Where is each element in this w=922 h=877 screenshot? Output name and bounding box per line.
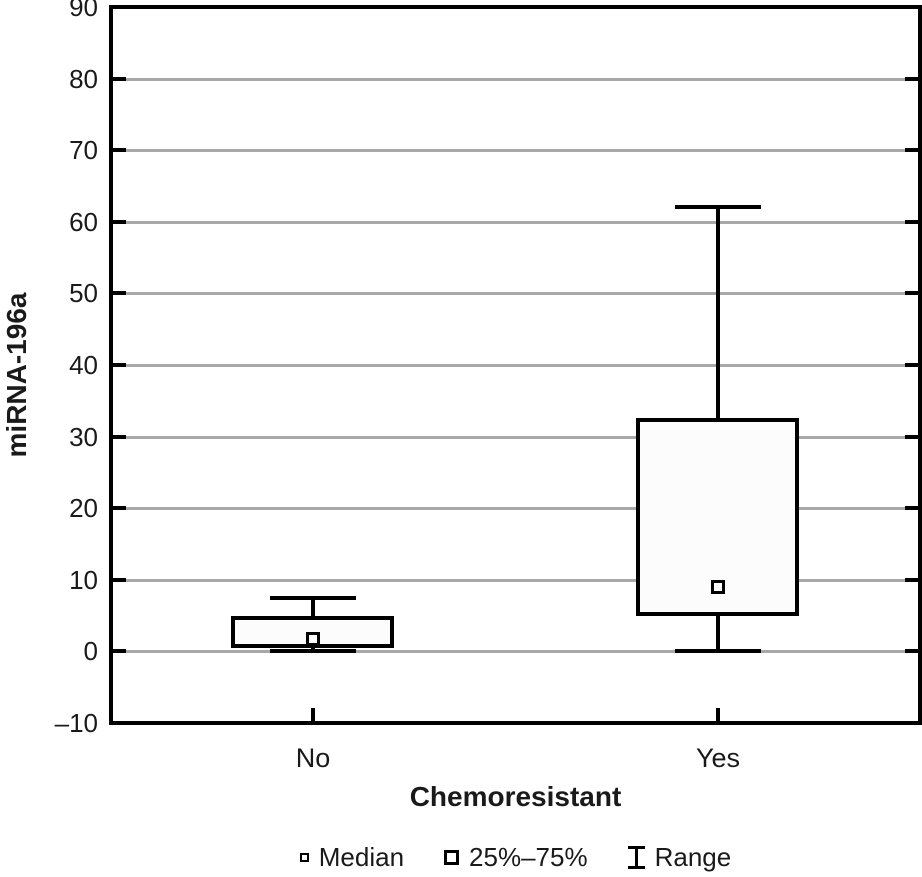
legend: Median 25%–75% Range	[111, 841, 920, 873]
y-tick-left	[113, 578, 126, 582]
y-tick-left	[113, 649, 126, 653]
median-marker-icon	[299, 852, 309, 862]
plot-frame	[109, 5, 922, 725]
y-tick-right	[905, 291, 918, 295]
y-tick-left	[113, 148, 126, 152]
y-tick-label: 40	[69, 350, 98, 380]
whisker-stem-lower	[311, 646, 315, 651]
gridline	[113, 78, 918, 81]
y-axis-title: miRNA-196a	[1, 292, 32, 458]
y-tick-right	[905, 435, 918, 439]
gridline	[113, 650, 918, 653]
whisker-stem-upper	[311, 598, 315, 618]
gridline	[113, 364, 918, 367]
y-tick-right	[905, 506, 918, 510]
median-marker-yes	[711, 580, 725, 594]
y-tick-left	[113, 220, 126, 224]
y-tick-left	[113, 77, 126, 81]
legend-label-median: Median	[318, 841, 405, 872]
y-tick-right	[905, 578, 918, 582]
gridline	[113, 436, 918, 439]
gridline	[113, 221, 918, 224]
x-tick	[311, 708, 315, 721]
median-marker-no	[306, 632, 320, 646]
iqr-box-icon	[444, 849, 460, 865]
legend-label-range: Range	[654, 841, 732, 872]
y-tick-label: 80	[69, 64, 98, 94]
y-tick-right	[905, 148, 918, 152]
legend-label-iqr: 25%–75%	[469, 841, 588, 872]
y-tick-label: 70	[69, 135, 98, 165]
whisker-cap-min	[675, 649, 761, 653]
y-tick-left	[113, 291, 126, 295]
x-axis-title: Chemoresistant	[409, 781, 622, 812]
y-tick-left	[113, 506, 126, 510]
y-tick-right	[905, 77, 918, 81]
legend-item-iqr: 25%–75%	[444, 842, 588, 873]
y-tick-label: 50	[69, 278, 98, 308]
y-tick-right	[905, 649, 918, 653]
y-tick-left	[113, 435, 126, 439]
whisker-stem-lower	[716, 614, 720, 651]
whisker-cap-max	[270, 596, 356, 600]
gridline	[113, 507, 918, 510]
gridline	[113, 149, 918, 152]
whisker-cap-max	[675, 205, 761, 209]
y-tick-right	[905, 220, 918, 224]
whisker-cap-min	[270, 649, 356, 653]
y-tick-label: 60	[69, 207, 98, 237]
y-tick-label: 10	[69, 565, 98, 595]
y-tick-label: 20	[69, 493, 98, 523]
gridline	[113, 292, 918, 295]
y-tick-left	[113, 363, 126, 367]
y-tick-label: 90	[69, 0, 98, 22]
gridline	[113, 579, 918, 582]
whisker-stem-upper	[716, 207, 720, 420]
range-whisker-icon	[627, 845, 645, 869]
x-tick	[716, 708, 720, 721]
x-category-label: No	[295, 743, 331, 773]
legend-item-range: Range	[627, 841, 732, 873]
y-tick-label: –10	[54, 708, 98, 738]
y-tick-right	[905, 363, 918, 367]
legend-item-median: Median	[299, 841, 405, 873]
y-tick-label: 30	[69, 422, 98, 452]
y-tick-label: 0	[83, 636, 98, 666]
x-category-label: Yes	[695, 743, 741, 773]
